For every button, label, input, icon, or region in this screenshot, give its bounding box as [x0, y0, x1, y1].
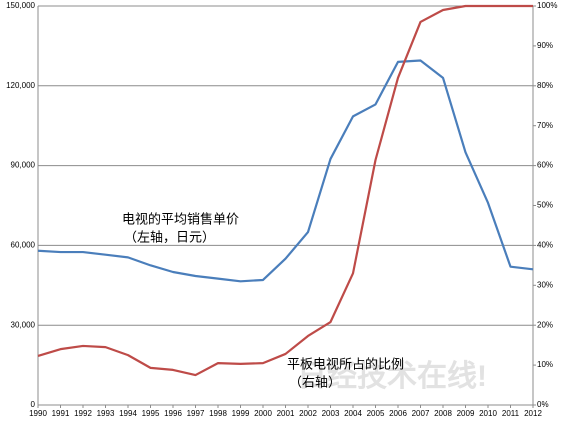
- x-tick-label: 2007: [412, 409, 430, 418]
- annotation: （右轴）: [289, 376, 341, 391]
- x-tick-label: 2000: [254, 409, 272, 418]
- x-tick-label: 1993: [97, 409, 115, 418]
- y2-tick-label: 30%: [537, 280, 553, 289]
- y-tick-label: 30,000: [11, 320, 36, 329]
- y2-tick-label: 40%: [537, 241, 553, 250]
- y2-tick-label: 100%: [537, 1, 557, 10]
- series-line: [37, 4, 533, 377]
- x-tick-label: 2011: [502, 409, 520, 418]
- annotation: 平板电视所占的比例: [287, 357, 404, 373]
- y-tick-label: 0: [31, 400, 36, 409]
- y2-tick-label: 80%: [537, 81, 553, 90]
- series-line: [37, 59, 534, 283]
- x-tick-label: 2008: [434, 409, 452, 418]
- x-tick-label: 1990: [29, 409, 47, 418]
- y2-tick-label: 90%: [537, 41, 553, 50]
- x-tick-label: 2005: [367, 409, 385, 418]
- y-tick-label: 60,000: [11, 241, 36, 250]
- y2-tick-label: 60%: [537, 161, 553, 170]
- y-tick-label: 120,000: [6, 81, 35, 90]
- x-tick-label: 1995: [142, 409, 160, 418]
- y2-tick-label: 20%: [537, 320, 553, 329]
- x-tick-label: 2003: [322, 409, 340, 418]
- x-tick-label: 1994: [119, 409, 137, 418]
- x-tick-label: 1992: [74, 409, 92, 418]
- y2-tick-label: 0%: [537, 400, 549, 409]
- x-tick-label: 1996: [164, 409, 182, 418]
- x-tick-label: 2002: [299, 409, 317, 418]
- x-tick-label: 2001: [277, 409, 295, 418]
- y2-tick-label: 70%: [537, 121, 553, 130]
- x-tick-label: 1997: [187, 409, 205, 418]
- y-tick-label: 90,000: [11, 161, 36, 170]
- x-tick-label: 2010: [479, 409, 497, 418]
- x-tick-label: 1998: [209, 409, 227, 418]
- x-tick-label: 1991: [52, 409, 70, 418]
- watermark: 日经技术在线!: [297, 359, 487, 393]
- x-tick-label: 2009: [457, 409, 475, 418]
- x-tick-label: 1999: [232, 409, 250, 418]
- x-tick-label: 2006: [389, 409, 407, 418]
- x-tick-label: 2012: [524, 409, 542, 418]
- y-tick-label: 150,000: [6, 1, 35, 10]
- x-tick-label: 2004: [344, 409, 362, 418]
- y2-tick-label: 50%: [537, 201, 553, 210]
- annotation: 电视的平均销售单价: [122, 212, 239, 228]
- y2-tick-label: 10%: [537, 360, 553, 369]
- annotation: （左轴，日元）: [124, 231, 215, 246]
